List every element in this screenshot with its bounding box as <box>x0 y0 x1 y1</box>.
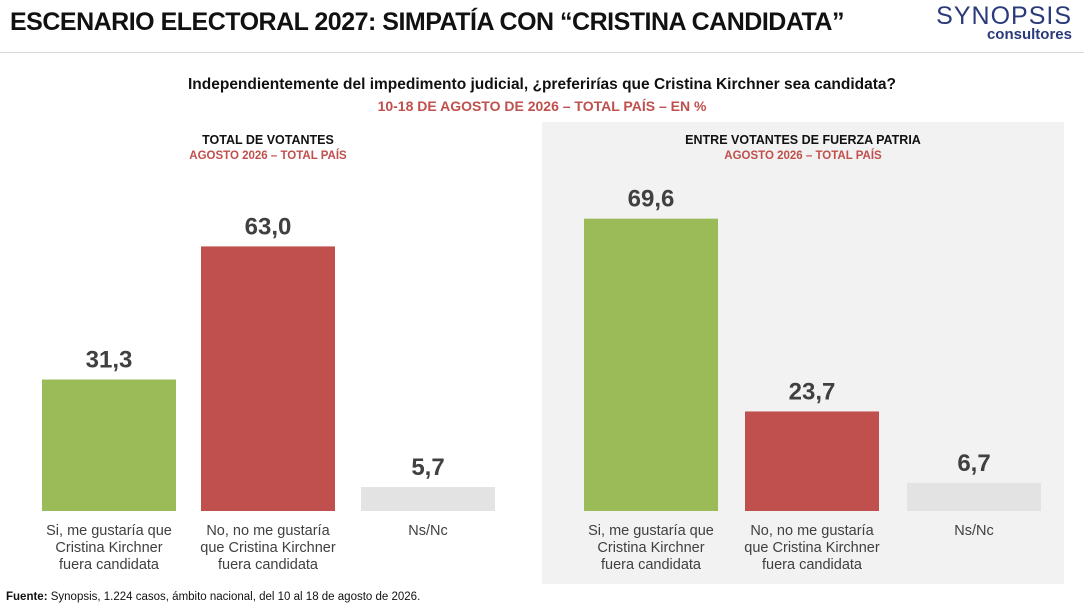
bar-total-si <box>42 379 176 511</box>
value-label-total-nsnc: 5,7 <box>411 454 444 481</box>
question-subtitle: 10-18 DE AGOSTO DE 2026 – TOTAL PAÍS – E… <box>377 98 707 114</box>
panel-title-total: TOTAL DE VOTANTES <box>202 133 334 147</box>
logo-sub-text: consultores <box>986 26 1072 43</box>
bar-fp-nsnc <box>907 482 1041 511</box>
value-label-fp-si: 69,6 <box>628 186 675 213</box>
footer-label: Fuente: <box>6 591 48 603</box>
footer-source: Fuente: Synopsis, 1.224 casos, ámbito na… <box>6 591 420 603</box>
category-label-total-no: No, no me gustaría que Cristina Kirchner f… <box>200 523 336 573</box>
category-label-fp-no: No, no me gustaría que Cristina Kirchner f… <box>744 523 880 573</box>
value-label-total-si: 31,3 <box>86 347 133 374</box>
question-text: Independientemente del impedimento judic… <box>187 76 896 93</box>
panel-title-fuerza-patria: ENTRE VOTANTES DE FUERZA PATRIA <box>685 133 921 147</box>
category-label-fp-si: Si, me gustaría que Cristina Kirchner fuer… <box>588 523 714 573</box>
category-label-total-nsnc: Ns/Nc <box>408 523 447 539</box>
page-title: ESCENARIO ELECTORAL 2027: SIMPATÍA CON “… <box>10 8 845 36</box>
panel-subtitle-total: AGOSTO 2026 – TOTAL PAÍS <box>189 150 347 162</box>
bar-fp-no <box>745 411 879 511</box>
bar-fp-si <box>584 218 718 511</box>
bar-total-nsnc <box>361 487 495 511</box>
value-label-total-no: 63,0 <box>245 213 292 240</box>
category-label-total-si: Si, me gustaría que Cristina Kirchner fuer… <box>46 523 172 573</box>
footer-text: Synopsis, 1.224 casos, ámbito nacional, … <box>47 591 421 603</box>
value-label-fp-no: 23,7 <box>789 378 836 405</box>
category-label-fp-nsnc: Ns/Nc <box>954 523 993 539</box>
value-label-fp-nsnc: 6,7 <box>957 450 990 477</box>
panel-subtitle-fuerza-patria: AGOSTO 2026 – TOTAL PAÍS <box>724 150 882 162</box>
logo-main-text: SYNOPSIS <box>936 2 1072 30</box>
header: ESCENARIO ELECTORAL 2027: SIMPATÍA CON “… <box>0 0 1084 50</box>
synopsis-logo: SYNOPSIS consultores <box>936 2 1072 42</box>
bar-total-no <box>201 246 335 511</box>
header-divider <box>0 52 1084 53</box>
